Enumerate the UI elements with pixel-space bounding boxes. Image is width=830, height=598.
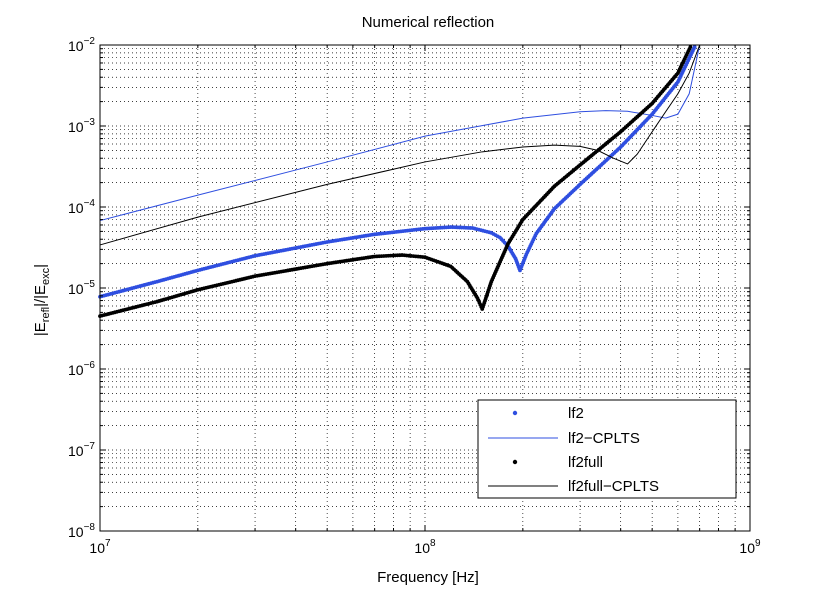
- y-tick-label: 10−4: [68, 198, 95, 216]
- series-lf2full-cplts: [99, 44, 701, 246]
- series-line: [99, 44, 701, 246]
- x-axis-label: Frequency [Hz]: [377, 569, 479, 586]
- legend-label-lf2: lf2: [568, 405, 584, 422]
- legend-label-lf2full: lf2full: [568, 454, 603, 471]
- series-line: [99, 44, 701, 222]
- series-lf2: [98, 45, 697, 299]
- legend-box: [477, 399, 737, 499]
- tick-labels: 107 108 109 10−2 10−3 10−4 10−5 10−6 10−7 10−8: [68, 36, 761, 556]
- y-tick-label: 10−5: [68, 279, 95, 297]
- legend-marker-lf2full: [512, 459, 518, 465]
- x-tick-label: 107: [89, 538, 111, 556]
- chart-title: Numerical reflection: [362, 14, 495, 31]
- y-tick-label: 10−8: [68, 522, 95, 540]
- y-tick-label: 10−2: [68, 36, 95, 54]
- y-tick-label: 10−3: [68, 117, 95, 135]
- x-tick-label: 109: [739, 538, 761, 556]
- y-tick-label: 10−6: [68, 360, 95, 378]
- legend: lf2 lf2−CPLTS lf2full lf2full−CPLTS: [477, 399, 737, 499]
- series-lf2-cplts: [99, 44, 701, 222]
- data-point: [688, 45, 693, 49]
- legend-label-lf2full-cplts: lf2full−CPLTS: [568, 478, 659, 495]
- ticks: [100, 45, 750, 531]
- legend-label-lf2-cplts: lf2−CPLTS: [568, 430, 640, 447]
- legend-marker-lf2: [512, 410, 518, 416]
- series-layer: [98, 44, 701, 318]
- y-axis-label: |Erefl|/|Eexc|: [32, 264, 52, 336]
- grid: [100, 45, 750, 531]
- y-tick-label: 10−7: [68, 441, 95, 459]
- data-point: [692, 45, 697, 49]
- x-tick-label: 108: [414, 538, 436, 556]
- series-lf2full: [98, 45, 693, 318]
